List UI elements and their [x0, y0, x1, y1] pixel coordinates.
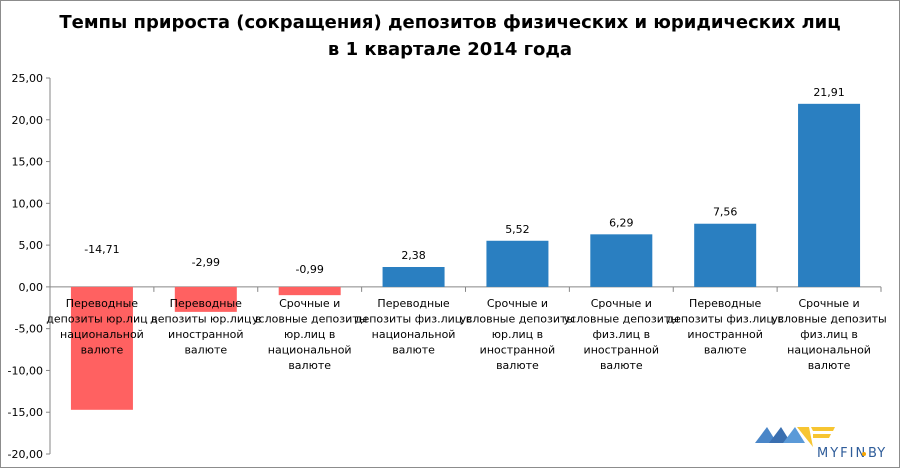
category-label: национальной — [787, 343, 871, 356]
category-label: условные депозиты — [564, 312, 679, 325]
data-label: 21,91 — [813, 86, 845, 99]
category-label: юр.лиц в — [284, 328, 335, 341]
category-label: условные депозиты — [460, 312, 575, 325]
category-label: Переводные — [170, 297, 242, 310]
category-label: юр.лиц в — [492, 328, 543, 341]
data-label: 2,38 — [401, 249, 426, 262]
category-label: валюте — [496, 359, 539, 372]
category-label: иностранной — [168, 328, 244, 341]
category-label: национальной — [268, 343, 352, 356]
data-label: -2,99 — [192, 256, 220, 269]
y-tick-label: 0,00 — [19, 281, 44, 294]
data-label: 6,29 — [609, 216, 634, 229]
category-label: валюте — [808, 359, 851, 372]
category-label: Срочные и — [487, 297, 548, 310]
bar — [486, 240, 549, 287]
bar — [278, 286, 341, 296]
chart-title: Темпы прироста (сокращения) депозитов фи… — [1, 9, 899, 63]
y-tick-label: 5,00 — [19, 239, 44, 252]
category-label: Срочные и — [279, 297, 340, 310]
category-label: депозиты юр.лиц в — [150, 312, 261, 325]
y-tick-label: -5,00 — [15, 323, 43, 336]
category-label: условные депозиты — [771, 312, 886, 325]
category-label: депозиты физ.лиц в — [666, 312, 783, 325]
category-label: физ.лиц в — [593, 328, 651, 341]
category-label: Переводные — [66, 297, 138, 310]
category-label: Срочные и — [798, 297, 859, 310]
category-label: валюте — [81, 343, 124, 356]
y-tick-label: 20,00 — [12, 114, 44, 127]
category-label: Переводные — [377, 297, 449, 310]
y-tick-label: 25,00 — [12, 72, 44, 85]
category-label: иностранной — [584, 343, 660, 356]
data-label: 5,52 — [505, 223, 530, 236]
bar — [382, 267, 445, 287]
data-label: -0,99 — [295, 263, 323, 276]
bar — [798, 103, 861, 287]
category-label: иностранной — [687, 328, 763, 341]
category-label: валюте — [600, 359, 643, 372]
category-label: валюте — [288, 359, 331, 372]
bar — [174, 286, 237, 312]
y-tick-label: -10,00 — [8, 364, 43, 377]
bar — [70, 286, 133, 410]
bar — [694, 223, 757, 287]
category-label: депозиты юр.лиц в — [46, 312, 157, 325]
category-label: валюте — [704, 343, 747, 356]
y-tick-label: -20,00 — [8, 448, 43, 461]
category-label: Переводные — [689, 297, 761, 310]
category-label: иностранной — [480, 343, 556, 356]
title-line-1: Темпы прироста (сокращения) депозитов фи… — [59, 12, 841, 33]
category-label: физ.лиц в — [800, 328, 858, 341]
svg-text:BY: BY — [868, 446, 886, 461]
data-label: 7,56 — [713, 206, 738, 219]
category-label: валюте — [392, 343, 435, 356]
bar — [590, 234, 653, 287]
y-tick-label: 10,00 — [12, 197, 44, 210]
category-label: условные депозиты — [252, 312, 367, 325]
y-tick-label: 15,00 — [12, 156, 44, 169]
category-label: Срочные и — [591, 297, 652, 310]
category-label: национальной — [372, 328, 456, 341]
y-tick-label: -15,00 — [8, 406, 43, 419]
title-line-2: в 1 квартале 2014 года — [327, 39, 573, 60]
category-label: национальной — [60, 328, 144, 341]
data-label: -14,71 — [84, 243, 119, 256]
svg-text:MYFIN: MYFIN — [817, 446, 867, 461]
category-label: валюте — [184, 343, 227, 356]
category-label: депозиты физ.лиц в — [355, 312, 472, 325]
myfin-logo: MYFIN BY — [755, 427, 886, 461]
